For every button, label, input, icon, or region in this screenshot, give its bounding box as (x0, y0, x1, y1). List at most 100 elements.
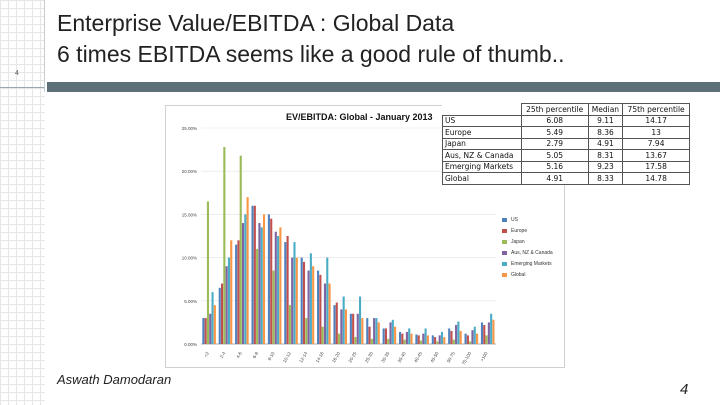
bar-global (295, 257, 298, 344)
bar-aus-nz-canada (455, 324, 458, 344)
bar-aus-nz-canada (258, 223, 261, 344)
legend-label: Emerging Markets (511, 260, 552, 267)
bar-global (312, 266, 315, 344)
bar-emerging-markets (440, 331, 444, 344)
x-tick-label: 16-20 (331, 351, 341, 364)
region-cell: Global (442, 172, 522, 185)
bar-japan (354, 337, 357, 344)
legend-label: US (511, 216, 518, 223)
bar-aus-nz-canada (274, 231, 277, 344)
bar-europe (335, 302, 338, 344)
bar-europe (270, 218, 273, 344)
page-number: 4 (680, 381, 689, 398)
bar-europe (466, 335, 469, 344)
header-blank (442, 103, 522, 116)
y-tick-label: 10.00% (182, 256, 197, 261)
x-tick-label: 12-14 (298, 351, 308, 364)
x-tick-label: 30-35 (380, 351, 390, 364)
bar-us (317, 270, 320, 344)
bar-emerging-markets (358, 296, 362, 344)
legend-swatch (502, 239, 507, 244)
y-tick-label: 25.00% (182, 126, 197, 131)
p25-cell: 5.05 (520, 149, 589, 162)
bar-europe (417, 335, 420, 344)
p75-cell: 13 (622, 126, 690, 139)
bar-global (459, 331, 462, 344)
table-row: Emerging Markets 5.16 9.23 17.58 (442, 160, 690, 173)
x-tick-label: 50-75 (446, 351, 456, 364)
bar-aus-nz-canada (340, 309, 343, 344)
p25-cell: 6.08 (520, 114, 589, 127)
table-row: US 6.08 9.11 14.17 (442, 114, 690, 127)
x-tick-label: <2 (203, 351, 210, 358)
bar-us (382, 328, 385, 344)
bar-global (377, 322, 380, 344)
bar-global (426, 335, 429, 344)
bar-japan (485, 335, 488, 344)
bar-global (246, 197, 249, 344)
table-row: Europe 5.49 8.36 13 (442, 126, 690, 139)
bar-chart: 0.00% 5.00% 10.00% 15.00% 20.00% 25.00% <2 2-4 4… (182, 126, 496, 366)
author-name: Aswath Damodaran (57, 372, 172, 387)
legend-item: Europe (502, 225, 553, 236)
bar-aus-nz-canada (487, 322, 490, 344)
bar-europe (384, 328, 387, 344)
title-line-1: Enterprise Value/EBITDA : Global Data (57, 10, 455, 36)
bar-japan (436, 341, 439, 344)
y-tick-label: 20.00% (182, 169, 197, 174)
bar-us (333, 305, 336, 344)
x-tick-label: 25-30 (364, 351, 374, 364)
bar-japan (239, 155, 242, 344)
bar-emerging-markets (244, 214, 247, 344)
title-rule-left (0, 87, 44, 88)
bar-europe (401, 333, 404, 344)
legend-item: Global (502, 269, 553, 280)
legend-label: Aus, NZ & Canada (511, 249, 553, 256)
region-cell: Emerging Markets (442, 160, 522, 173)
bar-global (492, 319, 495, 344)
region-cell: Aus, NZ & Canada (442, 149, 522, 162)
bar-global (279, 227, 282, 344)
p25-cell: 5.16 (520, 160, 589, 173)
p75-cell: 13.67 (622, 149, 690, 162)
p75-cell: 7.94 (622, 137, 690, 150)
bar-aus-nz-canada (356, 313, 359, 344)
bar-aus-nz-canada (422, 333, 425, 344)
legend-item: Emerging Markets (502, 258, 553, 269)
bar-emerging-markets (227, 257, 230, 344)
bar-us (464, 333, 467, 344)
bar-emerging-markets (326, 257, 329, 344)
bar-us (218, 287, 221, 344)
x-tick-label: 6-8 (252, 351, 260, 360)
bar-us (349, 313, 352, 344)
bar-us (415, 334, 418, 344)
p25-cell: 4.91 (520, 172, 589, 185)
bar-aus-nz-canada (225, 266, 228, 344)
chart-title: EV/EBITDA: Global - January 2013 (286, 112, 433, 122)
p25-cell: 5.49 (520, 126, 589, 139)
slide-title: Enterprise Value/EBITDA : Global Data 6 … (57, 8, 707, 70)
bar-global (230, 240, 233, 344)
bar-us (431, 335, 434, 344)
bar-us (398, 331, 402, 344)
bar-europe (253, 205, 256, 344)
median-cell: 8.33 (587, 172, 624, 185)
percentile-table: 25th percentile Median 75th percentile U… (442, 103, 690, 185)
bar-emerging-markets (408, 328, 411, 344)
bar-emerging-markets (342, 296, 345, 344)
bar-aus-nz-canada (405, 331, 408, 344)
legend-label: Japan (511, 238, 525, 245)
median-cell: 8.31 (587, 149, 624, 162)
legend-swatch (502, 272, 507, 277)
chart-legend: US Europe Japan Aus, NZ & Canada Emerging Ma… (502, 214, 553, 280)
bar-emerging-markets (457, 321, 460, 344)
p25-cell: 2.79 (520, 137, 589, 150)
bar-europe (483, 324, 486, 344)
bar-japan (206, 201, 210, 344)
legend-item: Aus, NZ & Canada (502, 247, 553, 258)
bar-aus-nz-canada (209, 313, 212, 344)
bar-aus-nz-canada (438, 335, 441, 344)
bar-us (251, 205, 254, 344)
bar-europe (368, 326, 371, 344)
x-tick-label: 75-100 (461, 351, 473, 366)
